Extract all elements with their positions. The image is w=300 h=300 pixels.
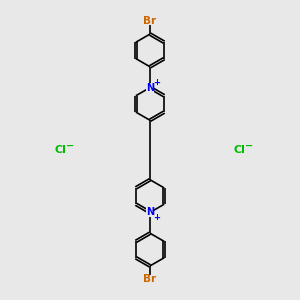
Text: N: N <box>146 207 154 218</box>
Text: Br: Br <box>143 16 157 26</box>
Text: +: + <box>153 78 160 87</box>
Text: Cl: Cl <box>233 145 245 155</box>
Text: +: + <box>153 213 160 222</box>
Text: Br: Br <box>143 274 157 284</box>
Text: −: − <box>66 140 74 151</box>
Text: N: N <box>146 82 154 93</box>
Text: −: − <box>244 140 253 151</box>
Text: Cl: Cl <box>55 145 67 155</box>
